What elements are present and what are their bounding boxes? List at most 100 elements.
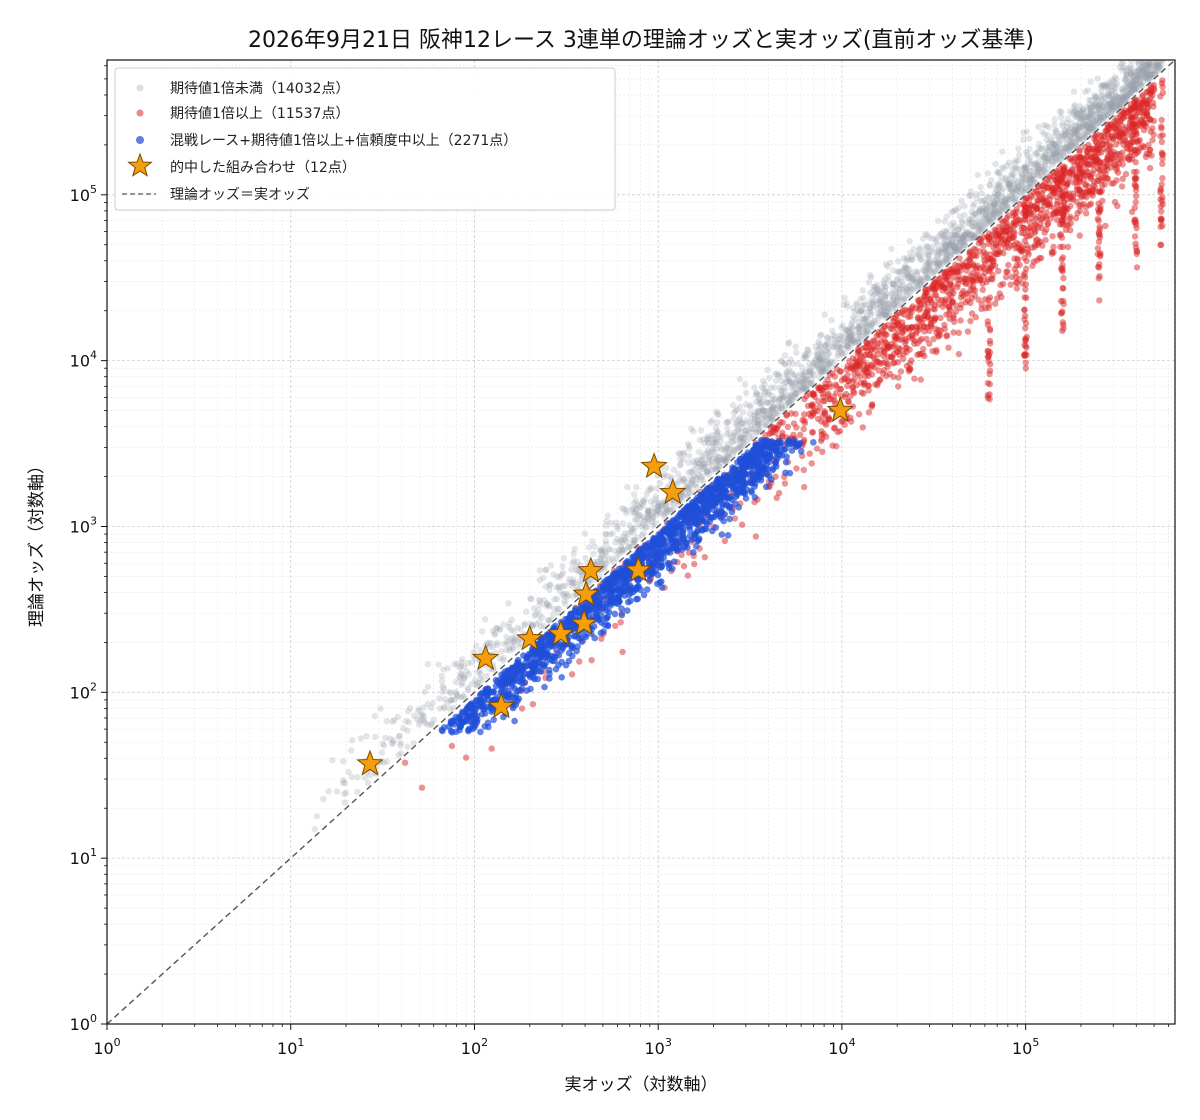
- point-below-ev1: [712, 465, 720, 472]
- point-below-ev1: [738, 438, 745, 445]
- point-below-ev1: [959, 219, 966, 226]
- point-below-ev1: [849, 331, 856, 338]
- point-above-ev1: [462, 754, 470, 761]
- point-below-ev1: [550, 571, 557, 578]
- point-above-ev1: [1003, 268, 1010, 275]
- point-below-ev1: [489, 627, 496, 635]
- point-below-ev1: [377, 705, 384, 712]
- point-below-ev1: [1145, 66, 1152, 73]
- point-below-ev1: [889, 284, 897, 291]
- point-below-ev1: [752, 391, 759, 399]
- point-below-ev1: [1045, 147, 1053, 154]
- point-below-ev1: [1087, 97, 1095, 104]
- point-below-ev1: [1145, 60, 1152, 67]
- point-below-ev1: [1128, 89, 1135, 96]
- point-below-ev1: [635, 511, 643, 518]
- point-below-ev1: [603, 522, 610, 529]
- point-below-ev1: [1119, 88, 1127, 96]
- point-below-ev1: [741, 434, 748, 442]
- point-below-ev1: [742, 431, 749, 438]
- point-below-ev1: [571, 545, 578, 553]
- point-below-ev1: [1023, 148, 1030, 156]
- point-above-ev1: [1005, 261, 1012, 269]
- point-below-ev1: [846, 344, 854, 351]
- point-below-ev1: [444, 700, 451, 707]
- point-above-ev1: [848, 364, 855, 371]
- point-below-ev1: [868, 323, 876, 330]
- point-above-ev1: [1095, 275, 1103, 282]
- point-below-ev1: [1014, 184, 1021, 191]
- point-below-ev1: [752, 408, 759, 416]
- point-below-ev1: [740, 439, 748, 446]
- point-below-ev1: [1064, 123, 1071, 130]
- point-below-ev1: [795, 378, 803, 385]
- point-below-ev1: [1062, 144, 1070, 152]
- point-above-ev1: [1104, 175, 1112, 182]
- point-below-ev1: [707, 466, 714, 473]
- point-below-ev1: [606, 556, 613, 564]
- point-below-ev1: [1013, 188, 1021, 195]
- point-below-ev1: [1038, 168, 1046, 175]
- point-below-ev1: [799, 372, 807, 380]
- point-below-ev1: [468, 680, 475, 688]
- point-below-ev1: [1107, 101, 1114, 109]
- point-below-ev1: [838, 349, 846, 356]
- point-above-ev1: [518, 705, 526, 712]
- point-below-ev1: [837, 332, 844, 339]
- point-above-ev1: [818, 418, 825, 425]
- point-below-ev1: [1122, 76, 1130, 84]
- point-below-ev1: [1110, 78, 1117, 86]
- point-above-ev1: [1052, 176, 1060, 184]
- point-below-ev1: [936, 232, 943, 239]
- point-below-ev1: [890, 296, 897, 303]
- point-below-ev1: [608, 519, 615, 526]
- point-below-ev1: [503, 646, 510, 654]
- point-below-ev1: [1029, 178, 1036, 185]
- point-below-ev1: [757, 419, 764, 426]
- point-above-ev1: [1126, 155, 1133, 163]
- point-below-ev1: [1015, 157, 1022, 165]
- point-above-ev1: [947, 280, 954, 287]
- point-mixed-race: [558, 674, 565, 681]
- point-below-ev1: [950, 207, 957, 215]
- point-above-ev1: [997, 281, 1004, 289]
- point-below-ev1: [801, 369, 808, 376]
- point-below-ev1: [420, 717, 428, 724]
- point-below-ev1: [736, 403, 744, 410]
- point-below-ev1: [976, 224, 983, 231]
- point-below-ev1: [458, 656, 466, 663]
- point-below-ev1: [1079, 123, 1086, 131]
- point-below-ev1: [847, 325, 854, 332]
- point-below-ev1: [857, 295, 864, 303]
- point-below-ev1: [971, 200, 978, 207]
- point-below-ev1: [894, 296, 901, 303]
- point-below-ev1: [772, 409, 780, 417]
- point-below-ev1: [1101, 98, 1108, 106]
- point-below-ev1: [985, 205, 992, 212]
- point-below-ev1: [708, 417, 716, 424]
- point-above-ev1: [1032, 222, 1040, 229]
- point-below-ev1: [1014, 165, 1022, 173]
- point-below-ev1: [570, 579, 577, 586]
- point-above-ev1: [955, 350, 963, 358]
- point-below-ev1: [1059, 120, 1066, 127]
- point-below-ev1: [1134, 68, 1141, 76]
- point-below-ev1: [1078, 115, 1085, 122]
- point-below-ev1: [822, 361, 829, 368]
- point-below-ev1: [960, 238, 968, 245]
- point-below-ev1: [875, 314, 883, 321]
- point-below-ev1: [963, 232, 970, 239]
- point-below-ev1: [1108, 102, 1116, 110]
- point-below-ev1: [1071, 101, 1079, 109]
- point-below-ev1: [714, 419, 721, 426]
- point-above-ev1: [1087, 175, 1095, 182]
- point-below-ev1: [1132, 81, 1140, 88]
- point-below-ev1: [769, 404, 776, 412]
- point-below-ev1: [772, 370, 779, 378]
- point-below-ev1: [440, 685, 448, 692]
- point-below-ev1: [354, 788, 361, 796]
- point-below-ev1: [653, 510, 661, 517]
- point-below-ev1: [652, 493, 659, 500]
- point-below-ev1: [530, 605, 538, 612]
- point-below-ev1: [723, 456, 730, 464]
